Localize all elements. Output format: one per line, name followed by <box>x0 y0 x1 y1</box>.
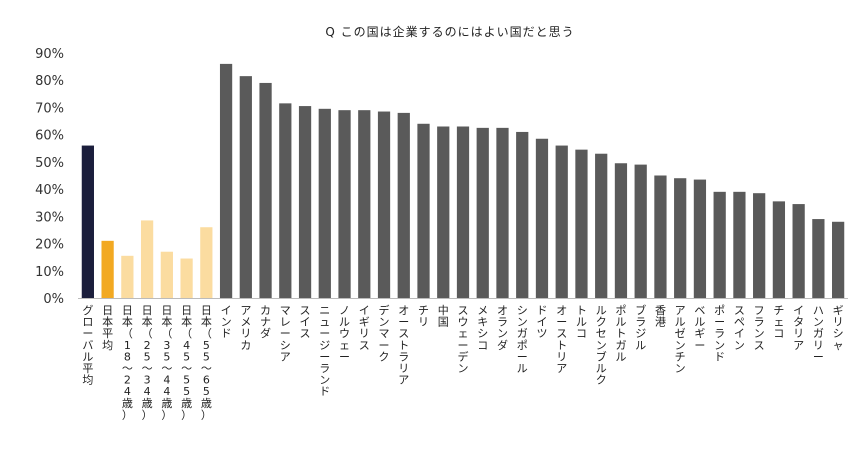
x-tick-label: 日本（ 4 5 ～ 5 5 歳） <box>181 304 192 421</box>
x-tick-label: シンガポール <box>517 304 528 375</box>
bar <box>81 145 94 298</box>
x-tick-label: インド <box>221 304 232 340</box>
x-tick-label: ブラジル <box>635 303 646 352</box>
bar <box>279 103 292 298</box>
x-tick-label: フランス <box>754 304 765 352</box>
bar <box>772 201 786 298</box>
bar <box>713 191 726 298</box>
bar <box>417 123 430 298</box>
bar <box>753 193 766 298</box>
x-tick-label: オランダ <box>497 304 508 352</box>
x-tick-label: グローバル平均 <box>82 303 93 387</box>
x-tick-label: チェコ <box>773 304 784 340</box>
bar <box>397 112 410 298</box>
x-tick-label: ルクセンブルク <box>596 304 607 387</box>
bar <box>259 82 272 298</box>
x-tick-label: イギリス <box>359 304 370 352</box>
bar <box>496 127 509 298</box>
bar <box>812 219 825 298</box>
bar <box>516 131 529 298</box>
y-tick-label: 40% <box>35 183 64 198</box>
x-tick-label: イタリア <box>793 304 804 352</box>
x-tick-label: ギリシャ <box>833 304 844 352</box>
bar <box>140 220 154 298</box>
x-tick-label: 日本（ 3 5 ～ 4 4 歳） <box>161 304 172 421</box>
bar <box>377 111 391 298</box>
x-tick-label: 日本（ 2 5 ～ 3 4 歳） <box>142 304 153 421</box>
x-tick-label: ハンガリー <box>813 304 824 363</box>
x-tick-label: マレーシア <box>280 304 291 363</box>
bar <box>219 63 233 298</box>
bar <box>792 204 805 298</box>
bar <box>634 164 647 298</box>
x-tick-label: スウェーデン <box>458 304 469 375</box>
y-tick-label: 0% <box>43 292 64 307</box>
x-tick-label: 中国 <box>438 304 449 329</box>
bar <box>200 227 213 298</box>
x-tick-label: 日本（ 5 5 ～ 6 5 歳） <box>201 304 212 421</box>
bar <box>614 163 628 298</box>
bar <box>239 76 252 298</box>
x-tick-label: スペイン <box>734 304 745 352</box>
bar <box>121 255 134 298</box>
x-tick-label: ノルウェー <box>339 304 350 363</box>
bar <box>160 251 173 298</box>
bar <box>298 106 312 298</box>
x-tick-label: 日本（ 1 8 ～ 2 4 歳） <box>122 304 133 421</box>
y-tick-label: 10% <box>35 265 64 280</box>
bar <box>575 149 588 298</box>
x-tick-label: ニュージーランド <box>319 304 330 398</box>
x-tick-label: ポーランド <box>714 304 725 363</box>
bar <box>318 108 331 298</box>
x-tick-label: 日本平均 <box>102 304 113 352</box>
bar <box>358 110 371 298</box>
y-tick-label: 90% <box>35 47 64 62</box>
x-tick-label: アルゼンチン <box>675 304 686 375</box>
bar <box>693 179 707 298</box>
bars <box>81 63 845 298</box>
x-tick-label: 香港 <box>655 304 666 329</box>
y-tick-label: 20% <box>35 238 64 253</box>
x-tick-label: アメリカ <box>240 304 251 352</box>
bar <box>180 258 193 298</box>
bar <box>733 191 746 298</box>
y-tick-label: 60% <box>35 129 64 144</box>
x-tick-label: スイス <box>300 304 311 340</box>
x-tick-label: トルコ <box>576 304 587 340</box>
y-axis-ticks: 0% 10% 20% 30% 40% 50% 60% 70% 80% 90% <box>35 47 64 307</box>
bar <box>555 145 568 298</box>
bar <box>832 221 845 298</box>
x-tick-label: ベルギー <box>694 304 705 352</box>
x-tick-label: ドイツ <box>536 304 547 340</box>
x-tick-label: カナダ <box>260 304 271 340</box>
bar <box>654 175 667 298</box>
y-tick-label: 80% <box>35 74 64 89</box>
y-tick-label: 30% <box>35 210 64 225</box>
y-tick-label: 70% <box>35 101 64 116</box>
bar <box>674 178 687 298</box>
bar <box>535 138 549 298</box>
bar <box>437 126 450 298</box>
y-tick-label: 50% <box>35 156 64 171</box>
x-tick-label: オーストラリア <box>398 304 409 387</box>
x-tick-label: ポルトガル <box>615 304 626 363</box>
bar <box>476 127 489 298</box>
x-tick-label: オーストリア <box>556 304 567 375</box>
chart-title: Q この国は企業するのにはよい国だと思う <box>325 24 574 39</box>
x-tick-label: メキシコ <box>477 304 488 352</box>
bar <box>101 240 114 298</box>
x-tick-label: デンマーク <box>379 303 390 363</box>
bar <box>595 153 608 298</box>
bar <box>456 126 470 298</box>
x-tick-label: チリ <box>418 304 429 329</box>
bar <box>338 110 351 298</box>
